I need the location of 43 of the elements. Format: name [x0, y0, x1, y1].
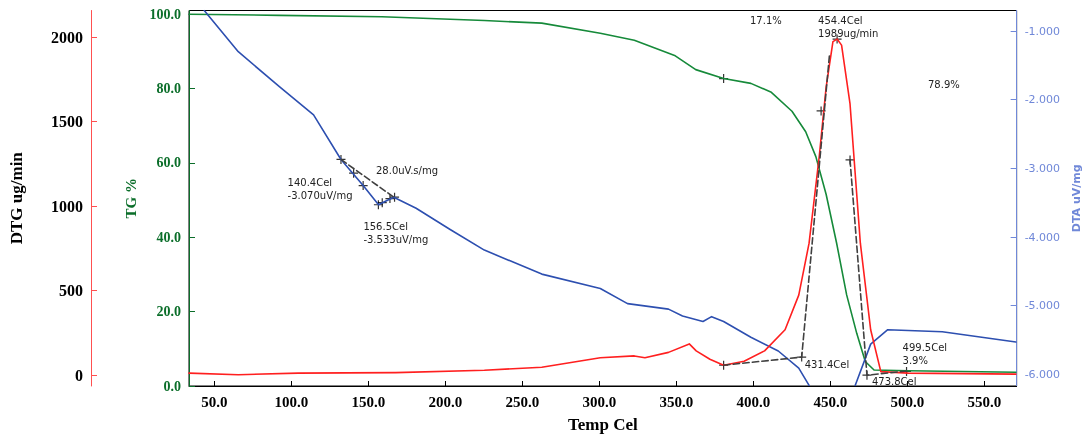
x-tick-label: 50.0: [201, 393, 228, 410]
annotation: 431.4Cel: [804, 359, 850, 370]
y3-tick-label: 0: [75, 366, 83, 384]
y3-tick-label: 1500: [51, 113, 83, 131]
annotation: 156.5Cel -3.533uV/mg: [363, 221, 429, 246]
y3-tick-label: 2000: [51, 28, 83, 46]
annotation: 499.5Cel 3.9%: [902, 341, 948, 366]
y3-tick-label: 1000: [51, 197, 83, 215]
y-axis-title: TG %: [123, 178, 140, 219]
y3-axis-title: DTG ug/min: [7, 151, 26, 245]
annotation: 17.1%: [750, 15, 782, 26]
x-tick-label: 100.0: [274, 393, 309, 410]
y2-tick-label: -6.000: [1024, 367, 1061, 381]
annotation: 28.0uV.s/mg: [376, 165, 439, 176]
y-tick-label: 60.0: [156, 155, 181, 171]
x-tick-label: 500.0: [890, 393, 925, 410]
x-tick-label: 400.0: [736, 393, 771, 410]
x-tick-label: 150.0: [351, 393, 386, 410]
y-tick-label: 100.0: [149, 6, 181, 22]
annotation: 140.4Cel -3.070uV/mg: [287, 177, 353, 202]
x-tick-label: 200.0: [428, 393, 463, 410]
y2-tick-label: -5.000: [1024, 299, 1061, 313]
annotation: 454.4Cel 1989ug/min: [818, 15, 879, 40]
y3-tick-label: 500: [59, 282, 83, 300]
y-tick-label: 80.0: [156, 81, 181, 97]
x-tick-label: 450.0: [813, 393, 848, 410]
x-tick-label: 550.0: [967, 393, 1002, 410]
x-tick-label: 350.0: [659, 393, 694, 410]
y2-tick-label: -3.000: [1024, 161, 1061, 175]
x-axis-title: Temp Cel: [567, 415, 638, 434]
annotation: 78.9%: [928, 79, 960, 90]
y2-tick-label: -4.000: [1024, 230, 1061, 244]
y-tick-label: 20.0: [156, 304, 181, 320]
x-tick-label: 300.0: [582, 393, 617, 410]
y-tick-label: 40.0: [156, 229, 181, 245]
y2-tick-label: -2.000: [1024, 93, 1061, 107]
y2-tick-label: -1.000: [1024, 24, 1061, 38]
point: [335, 154, 347, 165]
point: [815, 105, 827, 116]
y2-axis-title: DTA uV/mg: [1070, 164, 1083, 233]
x-tick-label: 250.0: [505, 393, 540, 410]
annotation: 473.8Cel: [871, 376, 917, 388]
y-tick-label: 0.0: [163, 378, 181, 394]
